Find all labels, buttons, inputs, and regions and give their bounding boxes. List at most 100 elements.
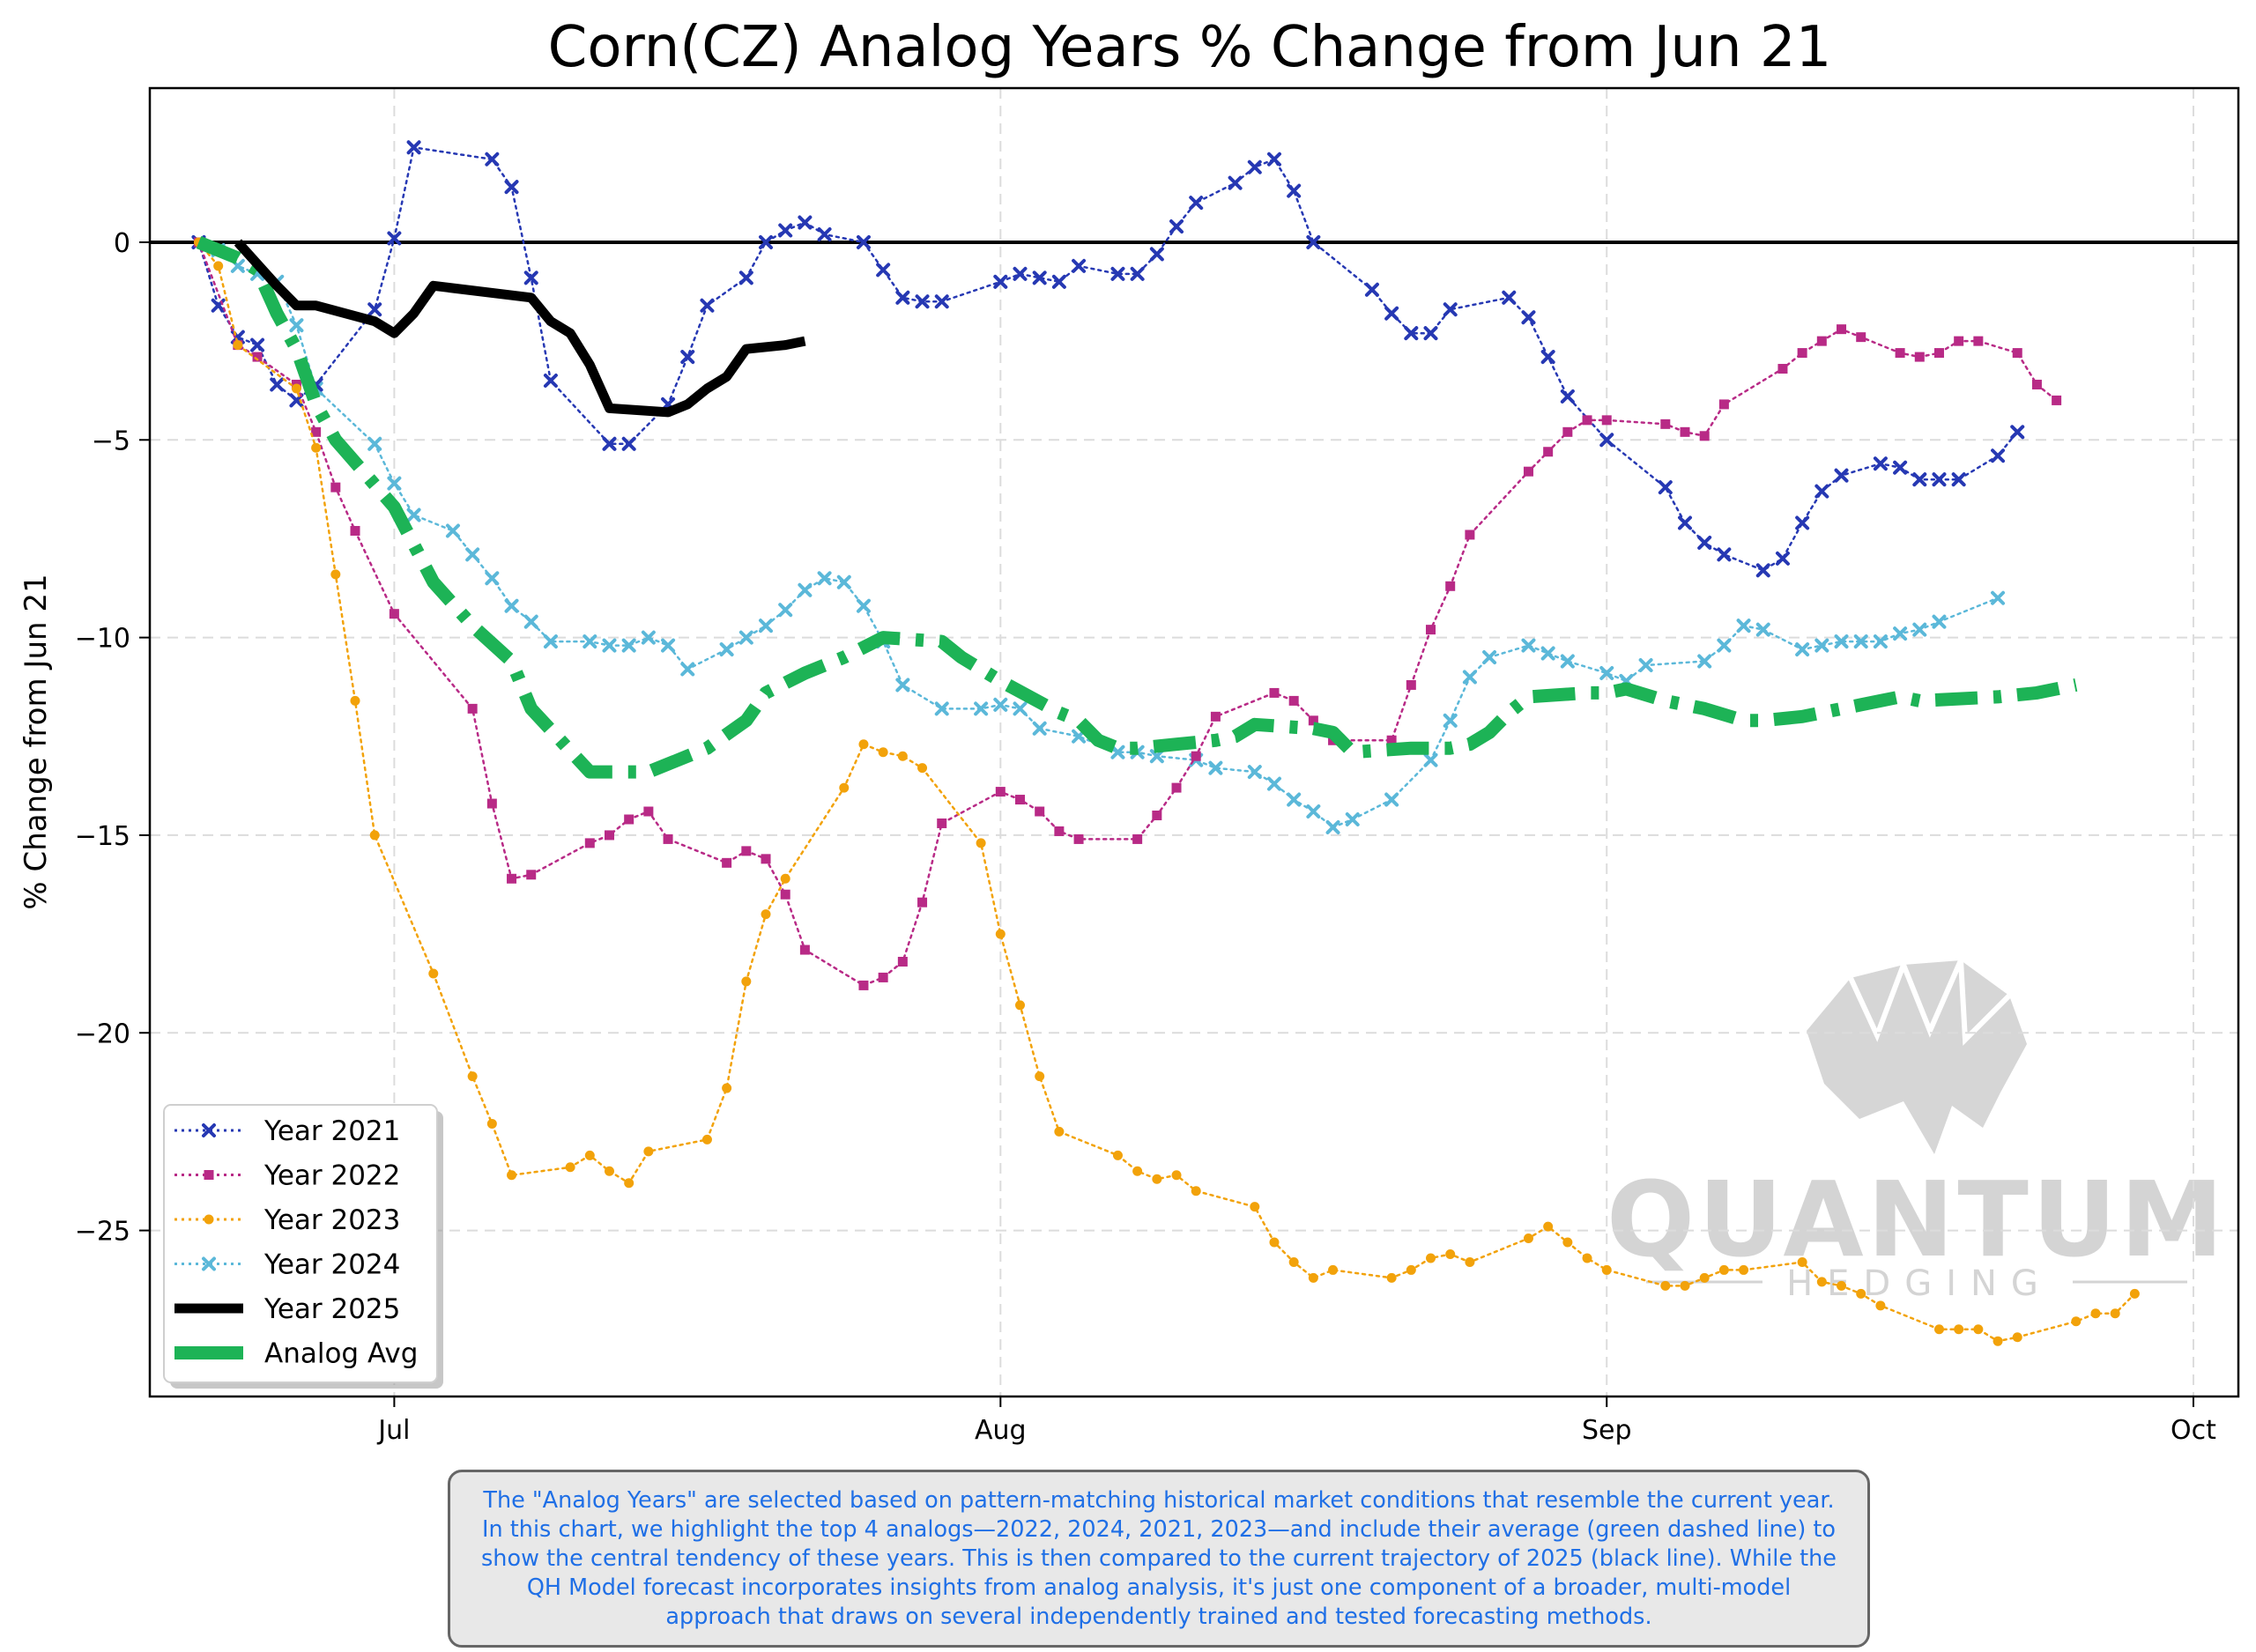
marker-stroke — [289, 318, 304, 333]
data-point — [661, 638, 676, 653]
data-point — [1266, 152, 1281, 167]
data-point — [1680, 1280, 1690, 1291]
data-point — [1406, 679, 1416, 690]
data-point — [1208, 760, 1223, 775]
marker-stroke — [1443, 713, 1458, 728]
data-point — [1954, 336, 1964, 346]
data-point — [917, 897, 928, 907]
data-point — [1540, 350, 1555, 365]
data-point — [1152, 1174, 1162, 1184]
data-point — [1502, 290, 1517, 305]
marker-stroke — [1912, 622, 1927, 637]
y-axis-label: % Change from Jun 21 — [19, 574, 54, 909]
marker-stroke — [1540, 350, 1555, 365]
marker-stroke — [1893, 626, 1908, 641]
data-point — [1873, 456, 1888, 471]
data-point — [1171, 1170, 1182, 1181]
data-point — [700, 298, 715, 313]
data-point — [995, 787, 1006, 797]
marker-stroke — [1051, 274, 1066, 289]
marker-stroke — [1814, 638, 1829, 653]
series-layer — [191, 140, 2140, 1346]
data-point — [1306, 234, 1321, 249]
marker-stroke — [1834, 468, 1849, 483]
legend-marker — [204, 1214, 214, 1225]
data-point — [995, 929, 1006, 939]
data-point — [504, 180, 519, 195]
data-point — [1345, 811, 1360, 826]
data-point — [856, 598, 871, 613]
marker-stroke — [1717, 547, 1732, 562]
marker-stroke — [1384, 792, 1399, 807]
marker-stroke — [641, 630, 656, 645]
data-point — [1562, 1237, 1573, 1248]
data-point — [836, 574, 851, 589]
data-point — [486, 1118, 497, 1129]
legend-item-year-2022: Year 2022 — [174, 1160, 400, 1192]
data-point — [817, 571, 832, 586]
marker-stroke — [1991, 448, 2006, 463]
data-point — [798, 582, 813, 597]
data-point — [1015, 1000, 1025, 1011]
data-point — [428, 968, 439, 979]
data-point — [1445, 581, 1456, 591]
marker-stroke — [993, 274, 1008, 289]
marker-stroke — [1149, 247, 1164, 262]
marker-stroke — [1795, 642, 1810, 657]
data-point — [1893, 460, 1908, 475]
data-point — [1013, 701, 1028, 716]
data-point — [1814, 484, 1829, 499]
data-point — [719, 642, 734, 657]
data-point — [1834, 468, 1849, 483]
data-point — [641, 630, 656, 645]
legend-label: Analog Avg — [264, 1338, 418, 1370]
data-point — [1266, 776, 1281, 791]
data-point — [839, 782, 850, 793]
data-point — [1169, 219, 1184, 234]
marker-stroke — [1521, 638, 1536, 653]
marker-stroke — [1110, 745, 1125, 759]
marker-stroke — [1540, 646, 1555, 661]
data-point — [759, 234, 774, 249]
marker-stroke — [1658, 480, 1673, 495]
data-point — [2090, 1308, 2101, 1319]
marker-stroke — [876, 263, 891, 278]
marker-stroke — [1228, 175, 1243, 190]
marker-stroke — [367, 302, 382, 317]
data-point — [406, 140, 421, 155]
data-point — [1384, 792, 1399, 807]
marker-stroke — [485, 152, 500, 167]
chart-title: Corn(CZ) Analog Years % Change from Jun … — [548, 15, 1832, 80]
data-point — [917, 763, 928, 774]
marker-stroke — [289, 393, 304, 408]
marker-stroke — [1599, 665, 1614, 680]
data-point — [1523, 466, 1533, 477]
marker-stroke — [1013, 701, 1028, 716]
marker-stroke — [1266, 776, 1281, 791]
marker-stroke — [934, 701, 949, 716]
data-point — [778, 223, 793, 238]
marker-stroke — [1306, 234, 1321, 249]
data-point — [523, 270, 538, 285]
legend-marker — [202, 1256, 216, 1271]
data-point — [1521, 310, 1536, 325]
data-point — [1035, 806, 1045, 817]
note-text: The "Analog Years" are selected based on… — [481, 1486, 1837, 1630]
data-point — [507, 873, 517, 884]
data-point — [741, 976, 752, 987]
data-point — [1308, 1272, 1318, 1283]
data-point — [1288, 695, 1299, 706]
marker-stroke — [993, 697, 1008, 712]
marker-stroke — [798, 215, 813, 230]
marker-stroke — [1814, 484, 1829, 499]
data-point — [330, 569, 341, 580]
data-point — [1384, 306, 1399, 321]
legend-item-analog-avg: Analog Avg — [174, 1338, 418, 1370]
data-point — [1660, 419, 1671, 429]
marker-stroke — [817, 226, 832, 241]
data-point — [1465, 1256, 1475, 1267]
data-point — [1875, 1300, 1886, 1311]
data-point — [1717, 638, 1732, 653]
data-point — [252, 352, 263, 362]
marker-stroke — [778, 603, 793, 618]
